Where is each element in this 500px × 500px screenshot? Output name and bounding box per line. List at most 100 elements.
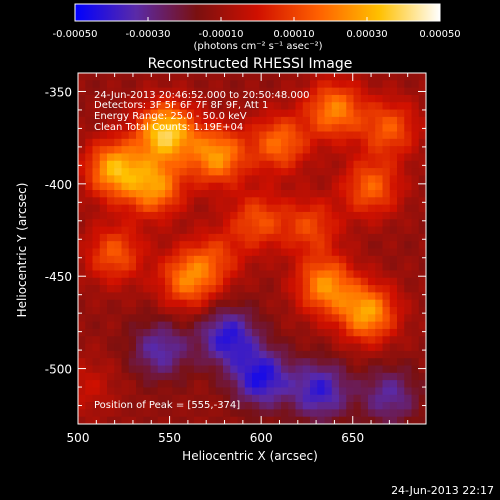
heatmap-cell: [411, 80, 420, 89]
heatmap-cell: [389, 343, 398, 352]
heatmap-cell: [85, 219, 93, 227]
heatmap-cell: [259, 116, 267, 125]
heatmap-cell: [230, 146, 238, 154]
heatmap-cell: [382, 160, 391, 169]
peak-position-label: Position of Peak = [555,-374]: [94, 400, 240, 411]
heatmap-cell: [295, 168, 304, 176]
heatmap-cell: [339, 321, 347, 330]
heatmap-cell: [339, 204, 347, 213]
heatmap-cell: [266, 197, 275, 206]
heatmap-cell: [382, 241, 391, 249]
heatmap-cell: [288, 263, 296, 271]
y-tick-label: -500: [45, 363, 72, 377]
heatmap-cell: [252, 73, 260, 81]
heatmap-cell: [128, 146, 137, 154]
heatmap-cell: [121, 336, 130, 344]
heatmap-cell: [346, 409, 354, 418]
heatmap-cell: [295, 380, 304, 388]
heatmap-cell: [208, 372, 217, 381]
heatmap-cell: [230, 138, 238, 147]
heatmap-cell: [208, 314, 217, 323]
heatmap-cell: [389, 175, 398, 184]
heatmap-cell: [397, 116, 405, 125]
heatmap-cell: [375, 146, 383, 154]
heatmap-cell: [324, 380, 333, 388]
heatmap-cell: [121, 226, 130, 235]
heatmap-cell: [157, 146, 166, 154]
heatmap-cell: [128, 263, 137, 271]
heatmap-cell: [78, 73, 86, 81]
heatmap-cell: [85, 182, 93, 191]
heatmap-cell: [288, 416, 296, 424]
heatmap-cell: [288, 146, 296, 154]
heatmap-cell: [317, 87, 325, 96]
heatmap-cell: [143, 211, 151, 220]
heatmap-cell: [121, 116, 130, 125]
heatmap-cell: [259, 270, 267, 279]
heatmap-cell: [418, 131, 426, 140]
heatmap-cell: [375, 277, 383, 286]
heatmap-cell: [266, 343, 275, 352]
heatmap-cell: [382, 211, 391, 220]
heatmap-cell: [317, 204, 325, 213]
heatmap-cell: [273, 255, 282, 264]
heatmap-cell: [288, 204, 296, 213]
heatmap-cell: [237, 314, 246, 323]
heatmap-cell: [353, 160, 362, 169]
heatmap-cell: [389, 204, 398, 213]
heatmap-cell: [244, 299, 253, 308]
heatmap-cell: [397, 321, 405, 330]
heatmap-cell: [353, 321, 362, 330]
heatmap-cell: [165, 270, 173, 279]
heatmap-cell: [121, 255, 130, 264]
heatmap-cell: [128, 387, 137, 396]
heatmap-cell: [368, 343, 376, 352]
heatmap-cell: [375, 182, 383, 191]
heatmap-cell: [78, 387, 86, 396]
heatmap-cell: [121, 233, 130, 242]
heatmap-cell: [186, 277, 195, 286]
heatmap-cell: [266, 336, 275, 344]
heatmap-cell: [259, 73, 267, 81]
heatmap-cell: [353, 109, 362, 118]
heatmap-cell: [295, 255, 304, 264]
heatmap-cell: [368, 248, 376, 257]
heatmap-cell: [143, 175, 151, 184]
heatmap-cell: [252, 358, 260, 366]
heatmap-cell: [186, 226, 195, 235]
heatmap-cell: [295, 153, 304, 162]
heatmap-cell: [157, 292, 166, 301]
heatmap-cell: [237, 358, 246, 366]
heatmap-cell: [150, 365, 159, 374]
heatmap-cell: [215, 109, 224, 118]
heatmap-cell: [317, 138, 325, 147]
heatmap-cell: [85, 336, 93, 344]
heatmap-cell: [360, 299, 369, 308]
heatmap-cell: [114, 190, 122, 198]
heatmap-cell: [215, 146, 224, 154]
heatmap-cell: [331, 94, 340, 103]
heatmap-cell: [186, 146, 195, 154]
heatmap-cell: [317, 402, 325, 410]
heatmap-cell: [418, 241, 426, 249]
heatmap-cell: [302, 336, 311, 344]
heatmap-cell: [223, 343, 231, 352]
heatmap-cell: [252, 80, 260, 89]
heatmap-cell: [404, 94, 412, 103]
heatmap-cell: [418, 219, 426, 227]
heatmap-cell: [107, 277, 115, 286]
heatmap-cell: [324, 343, 333, 352]
heatmap-cell: [223, 138, 231, 147]
heatmap-cell: [230, 116, 238, 125]
heatmap-cell: [353, 153, 362, 162]
heatmap-cell: [157, 255, 166, 264]
heatmap-cell: [317, 358, 325, 366]
heatmap-cell: [85, 168, 93, 176]
heatmap-cell: [288, 168, 296, 176]
heatmap-cell: [324, 307, 333, 315]
heatmap-cell: [302, 299, 311, 308]
heatmap-cell: [230, 197, 238, 206]
heatmap-cell: [85, 241, 93, 249]
heatmap-cell: [331, 263, 340, 271]
heatmap-cell: [143, 219, 151, 227]
